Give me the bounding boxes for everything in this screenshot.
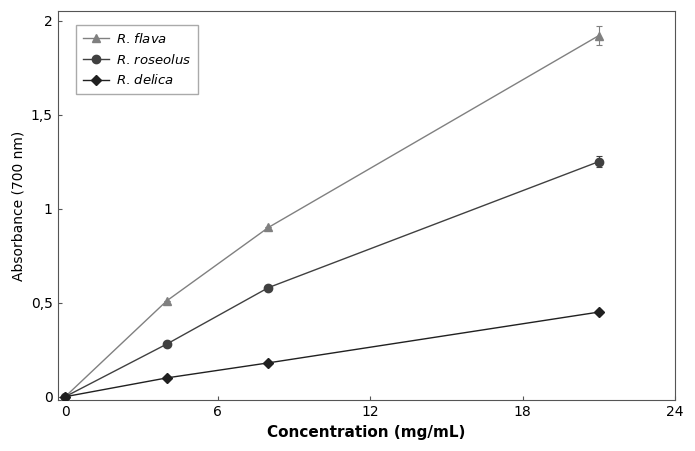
Legend: $R$. $\it{flava}$, $R$. $\it{roseolus}$, $R$. $\it{delica}$: $R$. $\it{flava}$, $R$. $\it{roseolus}$,…	[76, 26, 197, 94]
Y-axis label: Absorbance (700 nm): Absorbance (700 nm)	[11, 131, 25, 281]
X-axis label: Concentration (mg/mL): Concentration (mg/mL)	[267, 425, 466, 440]
